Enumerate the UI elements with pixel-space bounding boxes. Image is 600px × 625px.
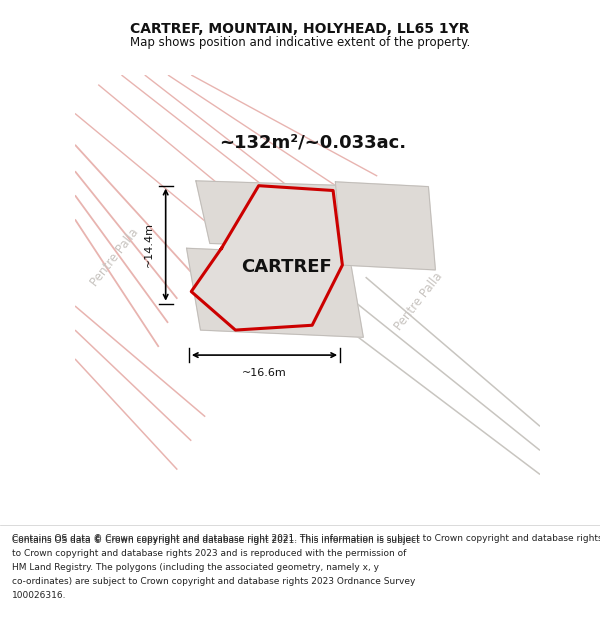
Text: HM Land Registry. The polygons (including the associated geometry, namely x, y: HM Land Registry. The polygons (includin… (12, 563, 379, 572)
Text: 100026316.: 100026316. (12, 591, 67, 599)
Polygon shape (335, 182, 436, 270)
Polygon shape (187, 248, 364, 338)
Text: co-ordinates) are subject to Crown copyright and database rights 2023 Ordnance S: co-ordinates) are subject to Crown copyr… (12, 577, 415, 586)
Text: Pentre Palla: Pentre Palla (392, 270, 446, 332)
Text: ~14.4m: ~14.4m (144, 222, 154, 267)
Text: CARTREF: CARTREF (241, 259, 332, 276)
Polygon shape (191, 186, 343, 330)
Text: to Crown copyright and database rights 2023 and is reproduced with the permissio: to Crown copyright and database rights 2… (12, 549, 406, 558)
Text: Contains OS data © Crown copyright and database right 2021. This information is : Contains OS data © Crown copyright and d… (12, 536, 420, 544)
Polygon shape (196, 181, 364, 248)
Text: Map shows position and indicative extent of the property.: Map shows position and indicative extent… (130, 36, 470, 49)
Text: CARTREF, MOUNTAIN, HOLYHEAD, LL65 1YR: CARTREF, MOUNTAIN, HOLYHEAD, LL65 1YR (130, 22, 470, 36)
Text: Contains OS data © Crown copyright and database right 2021. This information is : Contains OS data © Crown copyright and d… (12, 534, 600, 543)
Text: ~16.6m: ~16.6m (242, 368, 287, 378)
Text: Pentre Palla: Pentre Palla (88, 226, 141, 289)
Text: ~132m²/~0.033ac.: ~132m²/~0.033ac. (219, 133, 406, 151)
